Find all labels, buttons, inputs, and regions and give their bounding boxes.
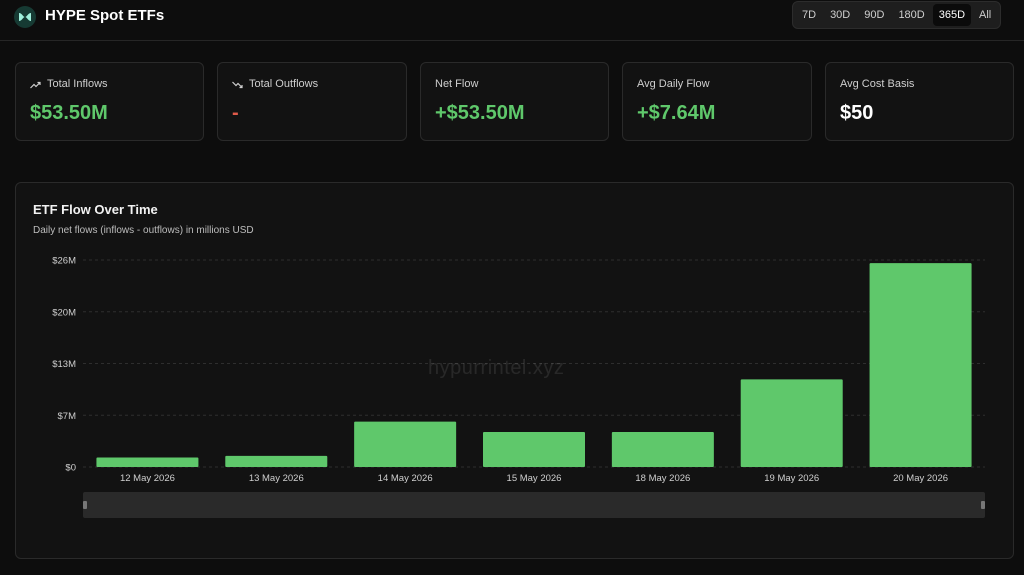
bar — [483, 431, 585, 467]
y-tick-label: $0 — [65, 463, 76, 474]
chart-range-scrollbar[interactable] — [83, 492, 985, 518]
x-tick-label: 15 May 2026 — [507, 473, 562, 484]
stat-value: +$53.50M — [435, 102, 525, 124]
stat-label: Total Outflows — [249, 78, 319, 90]
stat-card-total-inflows: Total Inflows $53.50M — [15, 62, 204, 141]
x-tick-label: 14 May 2026 — [378, 473, 433, 484]
stat-label: Avg Cost Basis — [840, 78, 915, 90]
stat-label: Avg Daily Flow — [637, 78, 710, 90]
watermark: hypurrintel.xyz — [428, 357, 565, 379]
range-90d-button[interactable]: 90D — [864, 9, 885, 21]
trending-up-icon — [30, 81, 41, 88]
app-logo — [14, 6, 36, 28]
x-tick-label: 13 May 2026 — [249, 473, 304, 484]
flow-bar-chart: $0 $7M $13M $20M $26M 12 May 2026 13 May 2026 1… — [52, 256, 985, 484]
range-7d-button[interactable]: 7D — [802, 9, 817, 21]
x-tick-label: 19 May 2026 — [764, 473, 819, 484]
stat-card-avg-daily-flow: Avg Daily Flow +$7.64M — [622, 62, 812, 141]
stat-value: +$7.64M — [637, 102, 716, 124]
hyperliquid-logo-icon — [19, 13, 31, 21]
y-tick-label: $20M — [52, 307, 76, 318]
trending-down-icon — [232, 81, 243, 88]
x-tick-label: 18 May 2026 — [635, 473, 690, 484]
etf-flow-chart-panel: ETF Flow Over Time Daily net flows (infl… — [15, 182, 1014, 559]
stat-value: $50 — [840, 102, 874, 124]
range-180d-button[interactable]: 180D — [898, 9, 925, 21]
y-tick-label: $7M — [58, 411, 77, 422]
stat-card-total-outflows: Total Outflows - — [217, 62, 407, 141]
stat-card-net-flow: Net Flow +$53.50M — [420, 62, 609, 141]
scrollbar-left-handle[interactable] — [83, 501, 87, 509]
scrollbar-right-handle[interactable] — [981, 501, 985, 509]
stat-value: - — [232, 102, 239, 124]
x-tick-label: 20 May 2026 — [893, 473, 948, 484]
bar — [225, 455, 328, 467]
range-30d-button[interactable]: 30D — [830, 9, 851, 21]
bar — [740, 379, 843, 467]
time-range-selector: 7D 30D 90D 180D 365D All — [792, 1, 1002, 29]
bar — [869, 263, 972, 467]
chart-title: ETF Flow Over Time — [33, 202, 158, 217]
range-all-button[interactable]: All — [979, 9, 992, 21]
chart-subtitle: Daily net flows (inflows - outflows) in … — [33, 225, 254, 236]
y-tick-label: $26M — [52, 256, 76, 267]
stat-label: Net Flow — [435, 78, 479, 90]
bar — [96, 457, 199, 467]
stat-card-avg-cost-basis: Avg Cost Basis $50 — [825, 62, 1014, 141]
page-title: HYPE Spot ETFs — [45, 7, 165, 24]
x-tick-label: 12 May 2026 — [120, 473, 175, 484]
bar — [611, 431, 714, 467]
bar — [354, 421, 457, 467]
app-header: HYPE Spot ETFs 7D 30D 90D 180D 365D All — [0, 0, 1024, 41]
y-tick-label: $13M — [52, 359, 76, 370]
stat-label: Total Inflows — [47, 78, 108, 90]
range-365d-button[interactable]: 365D — [932, 4, 972, 26]
stat-value: $53.50M — [30, 102, 108, 124]
